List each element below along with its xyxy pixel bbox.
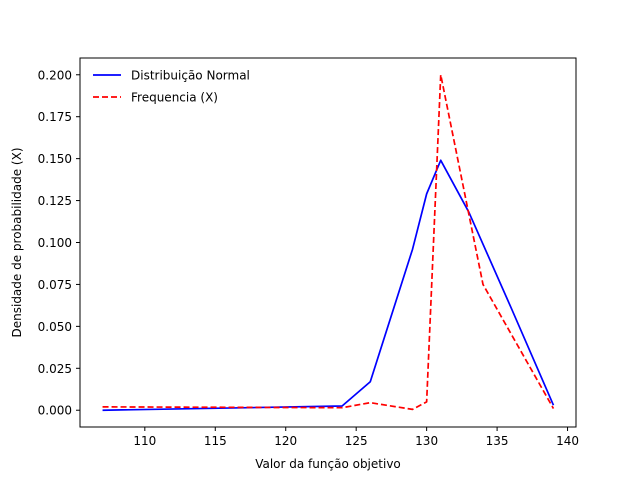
x-tick-label: 110 bbox=[133, 434, 156, 448]
x-tick-label: 120 bbox=[274, 434, 297, 448]
x-tick-label: 115 bbox=[204, 434, 227, 448]
y-tick-label: 0.050 bbox=[38, 320, 72, 334]
y-tick-label: 0.175 bbox=[38, 110, 72, 124]
y-tick-label: 0.125 bbox=[38, 194, 72, 208]
x-tick-label: 125 bbox=[345, 434, 368, 448]
y-tick-label: 0.025 bbox=[38, 362, 72, 376]
x-tick-label: 130 bbox=[415, 434, 438, 448]
y-tick-label: 0.000 bbox=[38, 404, 72, 418]
x-tick-label: 135 bbox=[486, 434, 509, 448]
legend-label-distribuicao-normal: Distribuição Normal bbox=[131, 69, 250, 83]
x-tick-label: 140 bbox=[556, 434, 579, 448]
plot-frame bbox=[79, 57, 577, 428]
legend: Distribuição Normal Frequencia (X) bbox=[93, 69, 250, 105]
y-tick-label: 0.075 bbox=[38, 278, 72, 292]
y-axis-label: Densidade de probabilidade (X) bbox=[10, 147, 24, 337]
series-line-frequencia bbox=[102, 73, 555, 411]
x-axis: 110 115 120 125 130 135 140 bbox=[133, 427, 579, 448]
y-tick-label: 0.200 bbox=[38, 68, 72, 82]
y-tick-label: 0.100 bbox=[38, 236, 72, 250]
series-layer bbox=[102, 73, 555, 412]
legend-label-frequencia: Frequencia (X) bbox=[131, 91, 218, 105]
series-line-distribuicao-normal bbox=[102, 159, 555, 412]
y-axis: 0.000 0.025 0.050 0.075 0.100 0.125 0.150 0.175… bbox=[38, 68, 80, 418]
y-tick-label: 0.150 bbox=[38, 152, 72, 166]
x-axis-label: Valor da função objetivo bbox=[255, 457, 401, 471]
